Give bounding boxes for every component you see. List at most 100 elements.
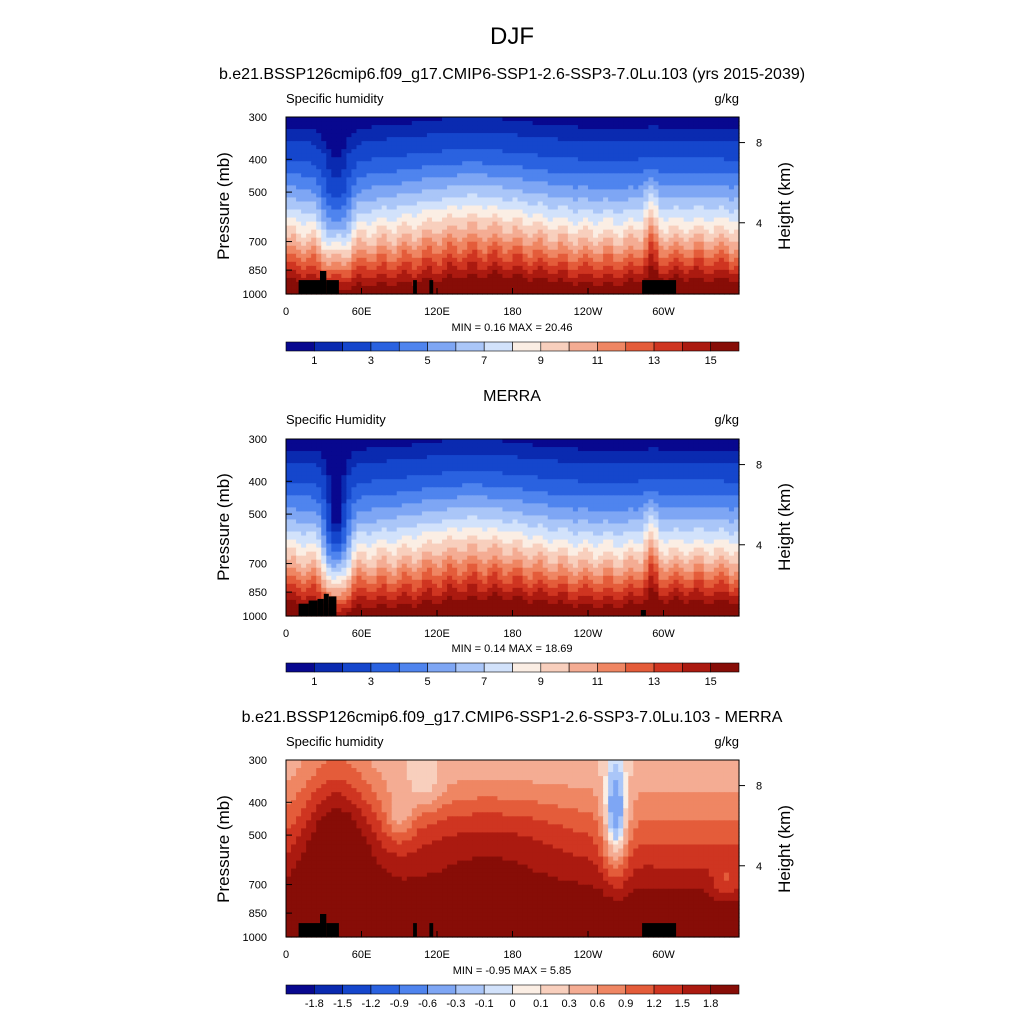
field-cell (582, 463, 589, 468)
field-cell (301, 161, 307, 166)
field-cell (331, 443, 337, 448)
field-cell (713, 289, 720, 295)
field-cell (532, 273, 539, 279)
field-cell (336, 269, 342, 275)
field-cell (643, 265, 649, 271)
field-cell (723, 221, 730, 227)
field-cell (371, 257, 378, 263)
field-cell (532, 133, 539, 138)
field-cell (351, 145, 358, 150)
field-cell (517, 289, 524, 295)
field-cell (663, 133, 670, 138)
field-cell (311, 265, 317, 271)
field-cell (572, 289, 579, 295)
field-cell (527, 277, 534, 283)
field-cell (462, 173, 468, 178)
field-cell (537, 185, 544, 191)
field-cell (593, 205, 599, 211)
field-cell (306, 169, 312, 174)
field-cell (723, 447, 730, 452)
colorbar-label: 7 (481, 355, 487, 367)
field-cell (653, 229, 660, 235)
field-cell (437, 479, 443, 484)
field-cell (733, 185, 740, 191)
field-cell (346, 253, 353, 259)
field-cell (507, 261, 514, 267)
field-cell (588, 181, 594, 186)
field-cell (421, 451, 428, 456)
field-cell (628, 471, 634, 476)
field-cell (603, 165, 609, 170)
field-cell (371, 281, 378, 287)
field-cell (426, 197, 433, 203)
field-cell (296, 153, 302, 158)
field-cell (341, 463, 347, 468)
field-cell (678, 169, 685, 174)
field-cell (698, 229, 705, 235)
field-cell (346, 463, 353, 468)
field-cell (376, 245, 383, 251)
field-cell (567, 137, 574, 142)
field-cell (416, 117, 423, 122)
field-cell (733, 165, 740, 170)
field-cell (618, 161, 624, 166)
field-cell (321, 213, 327, 219)
field-cell (683, 451, 690, 456)
field-cell (487, 233, 493, 239)
field-cell (442, 265, 448, 271)
field-cell (542, 281, 549, 287)
field-cell (542, 245, 549, 251)
field-cell (376, 269, 383, 275)
field-cell (542, 447, 549, 452)
field-cell (577, 169, 584, 174)
field-cell (507, 125, 514, 130)
field-cell (588, 193, 594, 199)
field-cell (723, 237, 730, 243)
field-cell (477, 475, 483, 480)
field-cell (492, 261, 498, 267)
field-cell (482, 467, 488, 472)
field-cell (457, 189, 463, 195)
field-cell (457, 117, 463, 122)
field-cell (648, 253, 655, 259)
field-cell (326, 165, 332, 170)
field-cell (572, 221, 579, 227)
field-cell (522, 233, 529, 239)
field-cell (582, 181, 589, 186)
field-cell (411, 141, 418, 146)
field-cell (331, 209, 337, 215)
terrain-block (413, 280, 417, 294)
field-cell (492, 289, 498, 295)
field-cell (733, 149, 740, 154)
field-cell (291, 197, 297, 203)
field-cell (386, 213, 393, 219)
field-cell (708, 149, 715, 154)
field-cell (598, 439, 604, 444)
field-cell (396, 217, 403, 223)
field-cell (522, 145, 529, 150)
field-cell (512, 205, 519, 211)
field-cell (341, 269, 347, 275)
field-cell (411, 225, 418, 231)
field-cell (482, 265, 488, 271)
field-cell (653, 193, 660, 199)
field-cell (497, 169, 504, 174)
field-cell (351, 137, 358, 142)
field-cell (311, 161, 317, 166)
field-cell (366, 459, 373, 464)
field-cell (577, 273, 584, 279)
field-cell (361, 471, 368, 476)
field-cell (406, 125, 413, 130)
field-cell (366, 165, 373, 170)
field-cell (401, 153, 408, 158)
field-cell (678, 277, 685, 283)
field-cell (291, 133, 297, 138)
field-cell (507, 121, 514, 126)
field-cell (688, 471, 695, 476)
field-cell (492, 201, 498, 207)
field-cell (291, 221, 297, 227)
field-cell (366, 289, 373, 295)
field-cell (618, 237, 624, 243)
field-cell (391, 273, 398, 279)
field-cell (552, 467, 559, 472)
